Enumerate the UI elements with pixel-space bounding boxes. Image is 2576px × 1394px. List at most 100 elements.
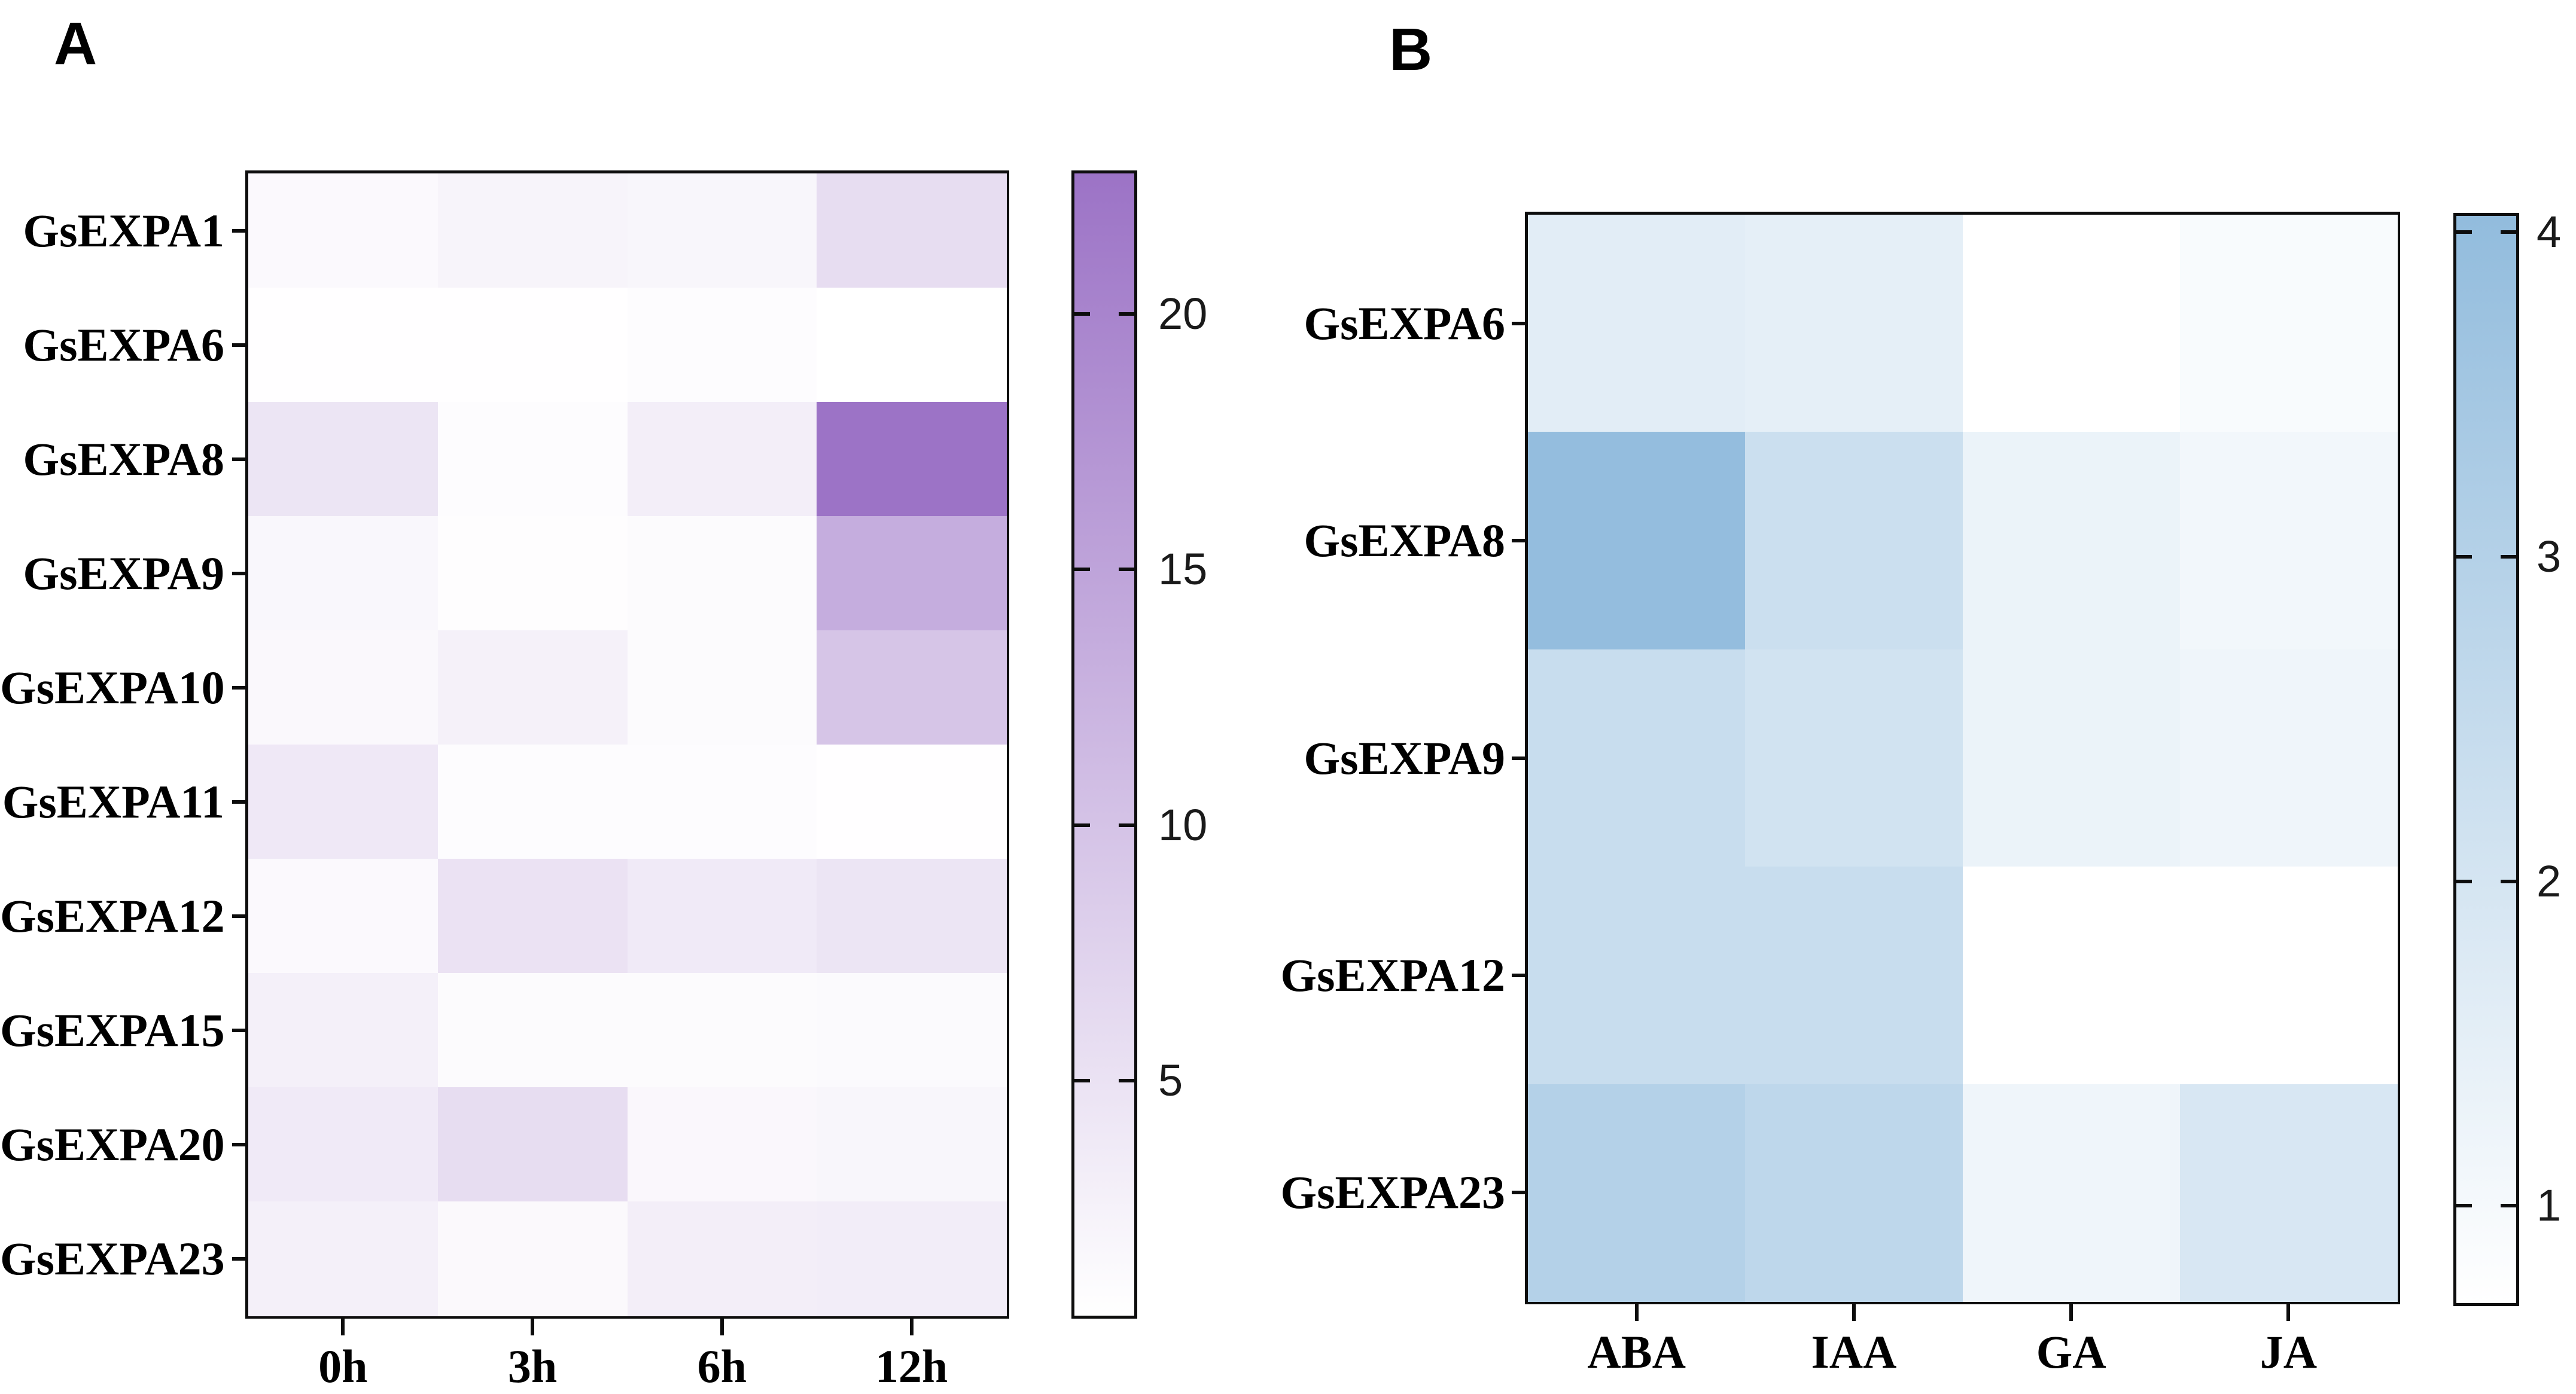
row-tick-mark [1512,973,1528,977]
heatmap-cell [817,630,1007,745]
col-tick-mark [2069,1304,2073,1321]
row-label: GsEXPA8 [23,432,224,485]
heatmap-cell [437,288,628,402]
heatmap-cell [1745,1084,1963,1302]
row-label: GsEXPA9 [1304,731,1505,784]
colorbar-tick-mark-left [1074,568,1090,572]
heatmap-cell [817,516,1007,631]
heatmap-cell [2179,215,2398,433]
heatmap-cell [817,288,1007,402]
heatmap-cell [437,630,628,745]
heatmap-cell [2179,432,2398,650]
colorbar-tick-label: 15 [1158,544,1208,594]
heatmap-cell [627,1201,818,1316]
heatmap-cell [627,402,818,517]
heatmap-cell [817,173,1007,288]
heatmap-cell [2179,649,2398,868]
colorbar-tick-mark-left [1074,823,1090,827]
colorbar-tick-mark-left [2456,230,2472,234]
col-label: 12h [875,1340,948,1392]
colorbar-tick-label: 20 [1158,289,1208,338]
row-tick-mark [232,228,248,233]
heatmap-cell [248,859,439,974]
row-label: GsEXPA10 [0,661,225,713]
heatmap-cell [248,973,439,1088]
heatmap-cell [437,859,628,974]
col-label: GA [2036,1326,2106,1378]
heatmap-cell [1528,215,1746,433]
col-label: 0h [318,1340,368,1392]
col-label: ABA [1587,1326,1686,1378]
row-tick-mark [1512,756,1528,760]
heatmap-cell [1528,432,1746,650]
panel-a-letter: A [54,10,98,77]
heatmap-cell [1962,432,2181,650]
row-label: GsEXPA11 [2,775,224,828]
heatmap-cell [817,745,1007,859]
heatmap-cell [1528,867,1746,1085]
heatmap-cell [1962,867,2181,1085]
col-tick-mark [341,1319,345,1335]
heatmap-cell [817,859,1007,974]
heatmap-cell [248,402,439,517]
panel-b-heatmap-grid [1525,212,2400,1304]
colorbar-tick-mark-right [1119,823,1134,827]
row-tick-mark [232,1028,248,1032]
heatmap-cell [248,745,439,859]
heatmap-cell [627,859,818,974]
heatmap-cell [817,973,1007,1088]
heatmap-cell [248,516,439,631]
heatmap-cell [1745,215,1963,433]
heatmap-cell [248,1087,439,1202]
heatmap-cell [627,288,818,402]
colorbar-tick-mark-right [2501,230,2516,234]
heatmap-cell [437,173,628,288]
col-tick-mark [531,1319,535,1335]
heatmap-cell [2179,867,2398,1085]
row-label: GsEXPA20 [0,1118,225,1170]
row-label: GsEXPA23 [1280,1166,1505,1219]
heatmap-cell [437,516,628,631]
heatmap-cell [627,516,818,631]
heatmap-cell [1528,649,1746,868]
colorbar-tick-mark-left [2456,1204,2472,1208]
panel-b-letter: B [1389,16,1433,83]
row-label: GsEXPA8 [1304,514,1505,567]
row-tick-mark [1512,321,1528,325]
heatmap-cell [248,173,439,288]
heatmap-cell [1962,649,2181,868]
col-label: IAA [1811,1326,1897,1378]
heatmap-cell [248,630,439,745]
row-tick-mark [1512,539,1528,543]
panel-a-colorbar [1071,170,1137,1319]
row-label: GsEXPA6 [1304,297,1505,349]
colorbar-tick-mark-right [2501,554,2516,559]
colorbar-tick-label: 5 [1158,1055,1183,1105]
colorbar-tick-mark-left [2456,879,2472,883]
col-tick-mark [1852,1304,1856,1321]
heatmap-cell [627,745,818,859]
heatmap-cell [817,1201,1007,1316]
row-label: GsEXPA12 [1280,948,1505,1001]
colorbar-tick-mark-right [1119,312,1134,316]
heatmap-cell [1528,1084,1746,1302]
heatmap-cell [627,1087,818,1202]
colorbar-tick-mark-left [1074,312,1090,316]
row-tick-mark [1512,1191,1528,1195]
row-tick-mark [232,457,248,461]
colorbar-tick-mark-right [2501,1204,2516,1208]
heatmap-cell [1962,215,2181,433]
col-label: 6h [697,1340,747,1392]
row-tick-mark [232,685,248,690]
colorbar-tick-label: 10 [1158,800,1208,850]
heatmap-cell [1745,432,1963,650]
row-label: GsEXPA6 [23,318,224,371]
row-tick-mark [232,914,248,918]
heatmap-cell [1962,1084,2181,1302]
colorbar-tick-label: 1 [2537,1181,2562,1231]
col-label: 3h [507,1340,558,1392]
colorbar-tick-label: 4 [2537,207,2562,257]
heatmap-cell [627,173,818,288]
heatmap-cell [2179,1084,2398,1302]
